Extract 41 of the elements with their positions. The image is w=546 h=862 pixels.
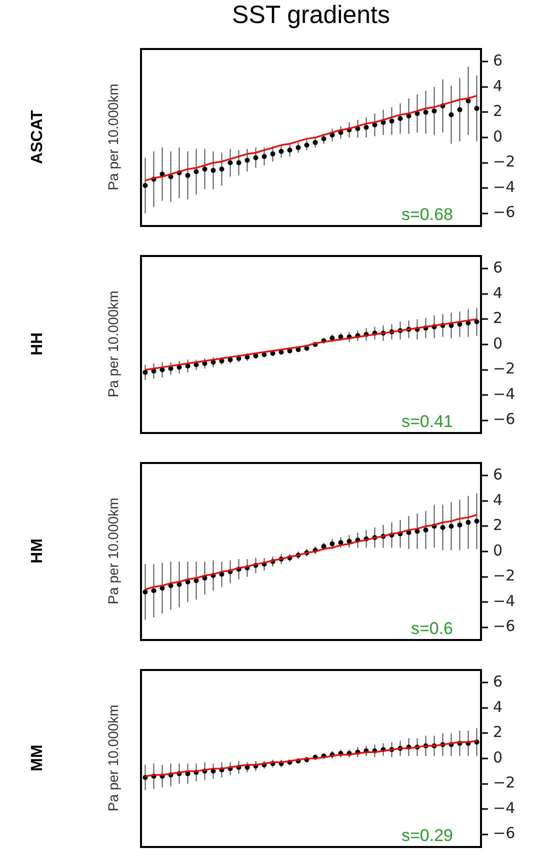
chart-title: SST gradients	[231, 0, 391, 30]
y-tick-label: −4	[493, 178, 516, 196]
y-tick-label: −6	[493, 203, 516, 222]
y-tick-label: 2	[493, 516, 503, 534]
y-tick-label: −2	[493, 774, 516, 792]
y-tick-label: 6	[493, 672, 503, 691]
y-axis-title: Pa per 10.000km	[105, 704, 121, 812]
y-tick-label: −4	[493, 798, 516, 817]
y-axis-title: Pa per 10.000km	[105, 290, 121, 398]
y-tick-label: 6	[493, 258, 503, 277]
y-tick-label: −2	[493, 360, 516, 378]
y-tick-label: 6	[493, 52, 503, 70]
y-tick-label: 4	[493, 698, 503, 716]
y-tick-label: −4	[493, 592, 516, 610]
y-tick-label: −6	[493, 617, 516, 636]
y-tick-label: 0	[493, 748, 503, 766]
text: MM	[29, 744, 47, 772]
y-tick-label: −2	[493, 152, 516, 171]
y-tick-label: 0	[493, 541, 503, 560]
y-axis-title: Pa per 10.000km	[105, 498, 121, 604]
annotation: s=0.68	[401, 205, 453, 224]
y-tick-label: 4	[493, 490, 503, 509]
y-tick-label: 4	[493, 284, 503, 302]
y-tick-label: −6	[493, 824, 516, 842]
y-tick-label: −4	[493, 384, 516, 403]
text: HM	[29, 538, 47, 564]
y-tick-label: 2	[493, 723, 503, 742]
annotation: s=0.6	[410, 619, 453, 638]
y-tick-label: 2	[493, 309, 503, 328]
y-tick-label: 0	[493, 127, 503, 146]
y-axis-title: Pa per 10.000km	[105, 84, 121, 190]
y-tick-label: 0	[493, 334, 503, 352]
y-tick-label: 4	[493, 76, 503, 95]
y-tick-label: −6	[493, 410, 516, 428]
annotation: s=0.41	[401, 412, 453, 432]
text: HH	[29, 332, 47, 356]
y-tick-label: 2	[493, 102, 503, 120]
annotation: s=0.29	[401, 826, 453, 846]
y-tick-label: 6	[493, 466, 503, 484]
y-tick-label: −2	[493, 566, 516, 585]
text: ASCAT	[29, 110, 47, 164]
